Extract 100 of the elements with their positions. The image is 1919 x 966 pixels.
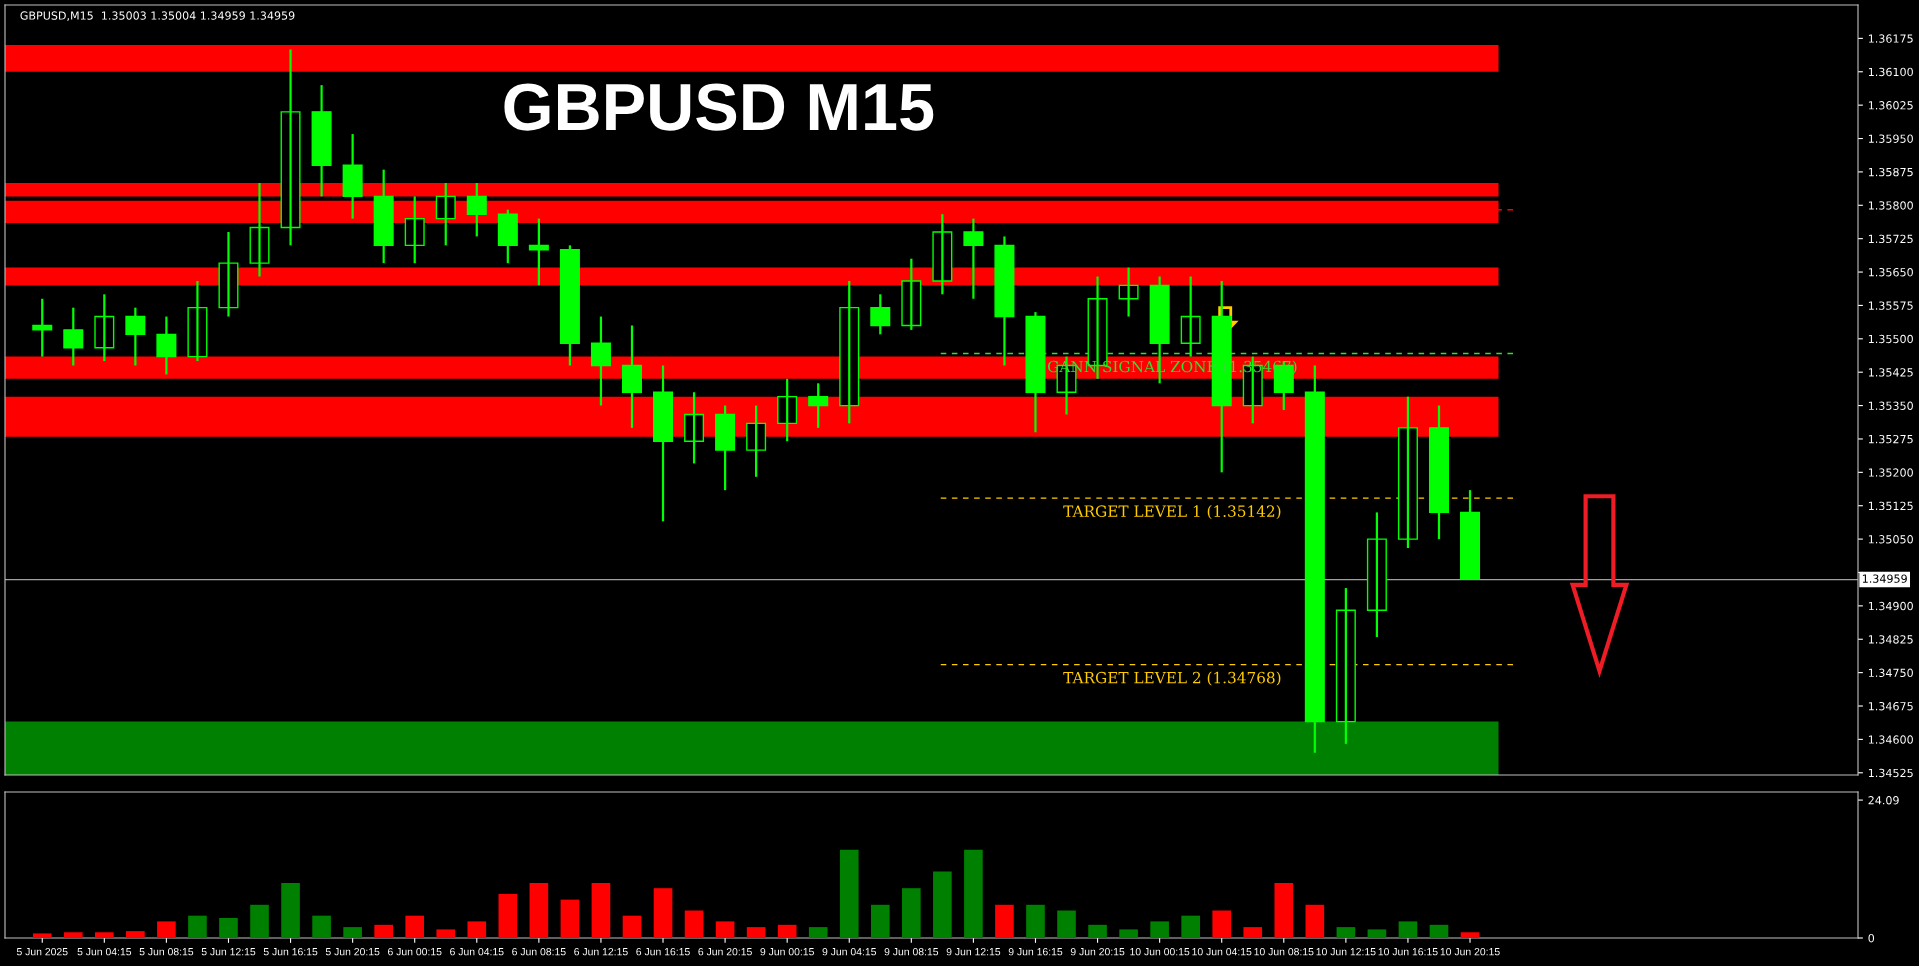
ref-line-label: 1.34959 [1862, 574, 1907, 583]
bar [1088, 924, 1107, 938]
y-tick-label: 1.35500 [1868, 334, 1913, 344]
y-tick-label: 1.34900 [1868, 601, 1913, 611]
y-tick-label: 1.35425 [1868, 368, 1913, 377]
x-tick-label: 5 Jun 16:15 [263, 948, 318, 956]
bar [1398, 921, 1418, 938]
candlestick [1366, 511, 1387, 639]
y-tick-label: 1.34525 [1868, 768, 1913, 778]
bar [126, 931, 145, 938]
bar [1026, 904, 1045, 938]
bar [95, 932, 114, 938]
x-tick-label: 9 Jun 12:15 [946, 948, 1001, 956]
y-tick-label: 1.35950 [1868, 134, 1913, 143]
bar [157, 921, 176, 938]
candlestick [404, 195, 425, 265]
y-tick-label: 1.35350 [1868, 401, 1913, 410]
bar [312, 915, 331, 938]
candlestick [715, 404, 736, 492]
y-tick-label: 1.35125 [1868, 501, 1913, 511]
candlestick [777, 377, 798, 443]
candlestick [1460, 489, 1481, 581]
x-tick-label: 6 Jun 00:15 [388, 948, 442, 956]
x-tick-label: 5 Jun 2025 [16, 948, 68, 956]
bar [1460, 932, 1480, 938]
bar [684, 910, 704, 938]
y-tick-label: 1.34750 [1868, 668, 1913, 678]
bar [281, 883, 300, 938]
bar [436, 929, 456, 938]
x-tick-label: 6 Jun 12:15 [574, 948, 628, 956]
bar [1119, 929, 1138, 938]
bar [995, 904, 1014, 938]
bar [374, 924, 393, 938]
y-tick-label: 24.09 [1868, 796, 1899, 805]
bar [63, 932, 83, 938]
ref-line-label: TARGET LEVEL 1 (1.35142) [1063, 505, 1281, 520]
y-tick-label: 1.34600 [1868, 735, 1913, 744]
bar [405, 915, 425, 938]
y-tick-label: 0 [1868, 933, 1875, 943]
x-tick-label: 9 Jun 08:15 [884, 948, 939, 956]
x-tick-label: 5 Jun 20:15 [325, 948, 380, 956]
x-tick-label: 10 Jun 16:15 [1378, 948, 1438, 956]
x-tick-label: 10 Jun 00:15 [1130, 948, 1190, 956]
annotation: GBPUSD,M15 1.35003 1.35004 1.34959 1.34959 [20, 11, 295, 21]
candlestick [125, 306, 146, 367]
bar [219, 917, 238, 938]
candlestick [559, 244, 580, 367]
x-tick-label: 9 Jun 16:15 [1008, 948, 1063, 956]
candlestick [1428, 404, 1449, 541]
candlestick [870, 293, 891, 336]
bar [902, 888, 921, 938]
x-tick-label: 10 Jun 20:15 [1440, 948, 1500, 956]
candlestick [32, 297, 53, 358]
y-tick-label: 1.35050 [1868, 535, 1913, 544]
x-tick-label: 6 Jun 08:15 [512, 948, 566, 956]
bar [1150, 921, 1169, 938]
y-tick-label: 1.36175 [1868, 34, 1913, 43]
candlestick [466, 181, 487, 238]
bar [343, 927, 362, 938]
y-tick-label: 1.34675 [1868, 701, 1913, 711]
candlestick [1180, 275, 1201, 358]
y-tick-label: 1.35800 [1868, 201, 1913, 210]
candlestick [1397, 395, 1418, 550]
bar [933, 871, 952, 938]
text: GBPUSD M15 [504, 83, 934, 131]
candlestick [901, 257, 922, 332]
x-tick-label: 6 Jun 20:15 [698, 948, 752, 956]
bar [1057, 910, 1076, 938]
x-tick-label: 5 Jun 12:15 [201, 948, 256, 956]
bar [1243, 927, 1263, 938]
x-tick-label: 10 Jun 04:15 [1192, 948, 1252, 956]
bar [1181, 915, 1200, 938]
y-tick-label: 1.35275 [1868, 434, 1913, 444]
bar [529, 883, 549, 938]
bar [1212, 910, 1232, 938]
x-tick-label: 10 Jun 08:15 [1254, 948, 1314, 956]
candlestick [1304, 364, 1325, 754]
bar [1274, 883, 1294, 938]
x-tick-label: 5 Jun 04:15 [77, 948, 132, 956]
bar [498, 893, 518, 938]
x-tick-label: 10 Jun 12:15 [1316, 948, 1376, 956]
bar [188, 915, 207, 938]
x-tick-label: 6 Jun 16:15 [636, 948, 690, 956]
bar [250, 904, 269, 938]
x-tick-label: 6 Jun 04:15 [450, 948, 504, 956]
bar [1336, 927, 1356, 938]
candlestick [932, 213, 953, 296]
bar [622, 915, 642, 938]
bar [653, 888, 673, 938]
y-tick-label: 1.35200 [1868, 468, 1913, 477]
bar [467, 921, 487, 938]
bar [1305, 904, 1325, 938]
candlestick [746, 404, 767, 478]
y-tick-label: 1.35725 [1868, 234, 1913, 244]
bar [777, 924, 797, 938]
candlestick [684, 391, 705, 465]
bar [560, 899, 580, 938]
candlestick [63, 306, 84, 367]
y-tick-label: 1.36100 [1868, 67, 1913, 77]
y-tick-label: 1.35650 [1868, 268, 1913, 277]
